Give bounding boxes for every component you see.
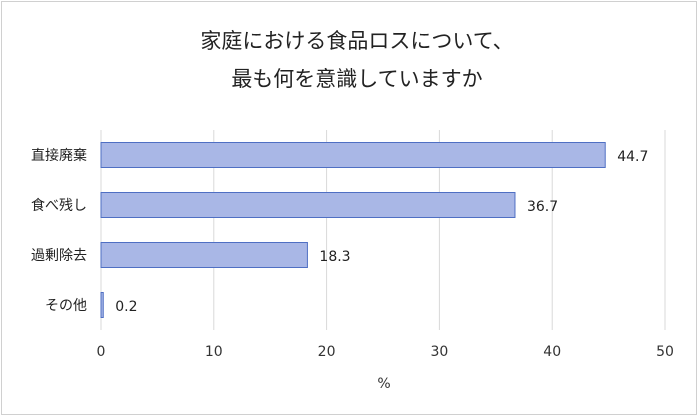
x-tick-label: 30 bbox=[430, 344, 448, 360]
bar bbox=[100, 192, 516, 218]
chart-title-line-1: 家庭における食品ロスについて、 bbox=[200, 29, 513, 53]
category-label: 直接廃棄 bbox=[31, 147, 87, 164]
x-tick-label: 10 bbox=[205, 344, 223, 360]
x-axis-title: % bbox=[377, 376, 390, 392]
bar bbox=[100, 142, 606, 168]
x-tick-label: 20 bbox=[318, 344, 336, 360]
bar bbox=[100, 292, 104, 318]
data-label: 36.7 bbox=[527, 199, 558, 215]
labels: 0 10 20 30 40 50 直接廃棄 44.7 食べ残し 36.7 過剰除去 18.3 その他 0.… bbox=[31, 147, 674, 360]
chart-title-line-2: 最も何を意識していますか bbox=[231, 67, 482, 91]
data-label: 0.2 bbox=[115, 299, 137, 315]
category-label: 過剰除去 bbox=[31, 248, 87, 264]
bars bbox=[100, 142, 606, 318]
category-label: 食べ残し bbox=[31, 197, 87, 214]
data-label: 44.7 bbox=[617, 149, 648, 165]
data-label: 18.3 bbox=[319, 249, 350, 265]
x-tick-label: 40 bbox=[543, 344, 561, 360]
bar bbox=[100, 242, 308, 268]
category-label: その他 bbox=[45, 298, 87, 314]
x-tick-label: 50 bbox=[656, 344, 674, 360]
x-tick-label: 0 bbox=[97, 344, 106, 360]
